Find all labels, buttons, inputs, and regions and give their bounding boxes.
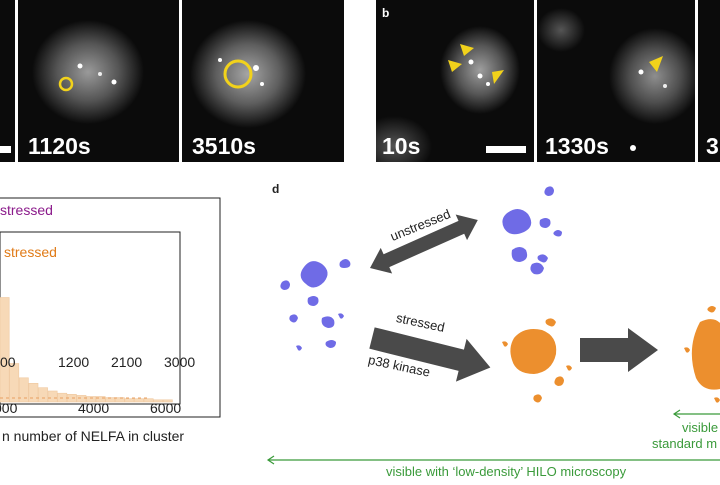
histogram-bar bbox=[86, 396, 96, 403]
timestamp-label: 10s bbox=[382, 133, 421, 159]
panel-label: d bbox=[272, 182, 280, 196]
tile-image bbox=[537, 8, 695, 151]
x-axis-label: n number of NELFA in cluster bbox=[2, 428, 185, 444]
scale-bar bbox=[486, 146, 526, 153]
arrowhead-marker bbox=[492, 70, 504, 84]
panel-b-tile-3: 3 bbox=[698, 0, 720, 162]
histogram-bar bbox=[76, 395, 87, 403]
arrowhead-marker bbox=[448, 60, 462, 72]
histogram-bar bbox=[124, 398, 135, 403]
legend-item-unstressed: stressed bbox=[0, 202, 53, 218]
panel-a-tile-3: 3510s bbox=[182, 0, 344, 162]
histogram-bar bbox=[0, 297, 10, 403]
outer-axes-frame bbox=[0, 197, 221, 418]
arrow-left-icon bbox=[266, 455, 275, 465]
outer-x-tick: 6000 bbox=[150, 400, 182, 416]
panel-a-tile-2: 1120s bbox=[18, 0, 179, 162]
tile-image bbox=[190, 20, 306, 128]
scale-bar bbox=[0, 146, 11, 153]
tile-image bbox=[376, 26, 520, 162]
histogram-bar bbox=[47, 390, 58, 403]
unstressed-double-arrow bbox=[370, 214, 478, 274]
panel-d-diagram: d unstressed stressed p38 kinase visible… bbox=[262, 170, 720, 480]
outer-x-tick: 000 bbox=[0, 400, 18, 416]
chart-svg bbox=[0, 197, 221, 418]
histogram-bar bbox=[18, 377, 29, 403]
timestamp-label: 1120s bbox=[28, 133, 91, 159]
visible-standard-label-line1: visible bbox=[682, 420, 719, 435]
panel-b-tile-2: 1330s bbox=[537, 0, 695, 162]
tile-image bbox=[32, 20, 144, 124]
histogram-bar bbox=[162, 399, 173, 403]
arrowhead-marker bbox=[649, 56, 663, 72]
panel-label: b bbox=[382, 6, 390, 20]
stressed-droplets bbox=[502, 306, 720, 403]
legend-item-stressed: stressed bbox=[4, 244, 57, 260]
histogram-bar bbox=[134, 398, 144, 403]
cluster-circle bbox=[58, 76, 74, 92]
timestamp-label: 1330s bbox=[545, 133, 609, 159]
histogram-bar bbox=[143, 398, 154, 403]
arrow-left-icon bbox=[672, 409, 681, 419]
histogram-bar bbox=[38, 387, 48, 403]
unstressed-droplets-right bbox=[502, 186, 562, 275]
inset-x-tick: 2100 bbox=[111, 354, 143, 370]
visible-standard-label-line2: standard m bbox=[652, 436, 718, 451]
panel-b-tile-1: b 10s bbox=[376, 0, 534, 162]
growth-arrow bbox=[580, 328, 658, 372]
inset-axes-frame bbox=[0, 231, 181, 405]
histogram-bar bbox=[114, 397, 125, 403]
diagram-svg bbox=[266, 186, 720, 465]
inset-x-tick: 00 bbox=[0, 354, 16, 370]
histogram-bar bbox=[95, 396, 106, 403]
arrowhead-marker bbox=[460, 44, 474, 56]
outer-x-tick: 4000 bbox=[78, 400, 110, 416]
unstressed-droplets-left bbox=[280, 259, 351, 351]
visible-hilo-label: visible with ‘low-density’ HILO microsco… bbox=[386, 464, 627, 479]
timestamp-label: 3 bbox=[706, 133, 719, 159]
histogram-bar bbox=[28, 383, 39, 403]
stressed-arrow bbox=[369, 327, 491, 382]
panel-a-tile-1 bbox=[0, 0, 15, 162]
timestamp-label: 3510s bbox=[192, 133, 256, 159]
bars-group bbox=[0, 297, 173, 403]
histogram-bar bbox=[9, 363, 20, 403]
histogram-chart: stressed stressed 00 1200 2100 3000 000 … bbox=[0, 170, 260, 480]
cluster-circle bbox=[223, 59, 253, 89]
inset-x-tick: 1200 bbox=[58, 354, 90, 370]
histogram-bar bbox=[153, 399, 164, 403]
inset-x-tick: 3000 bbox=[164, 354, 196, 370]
